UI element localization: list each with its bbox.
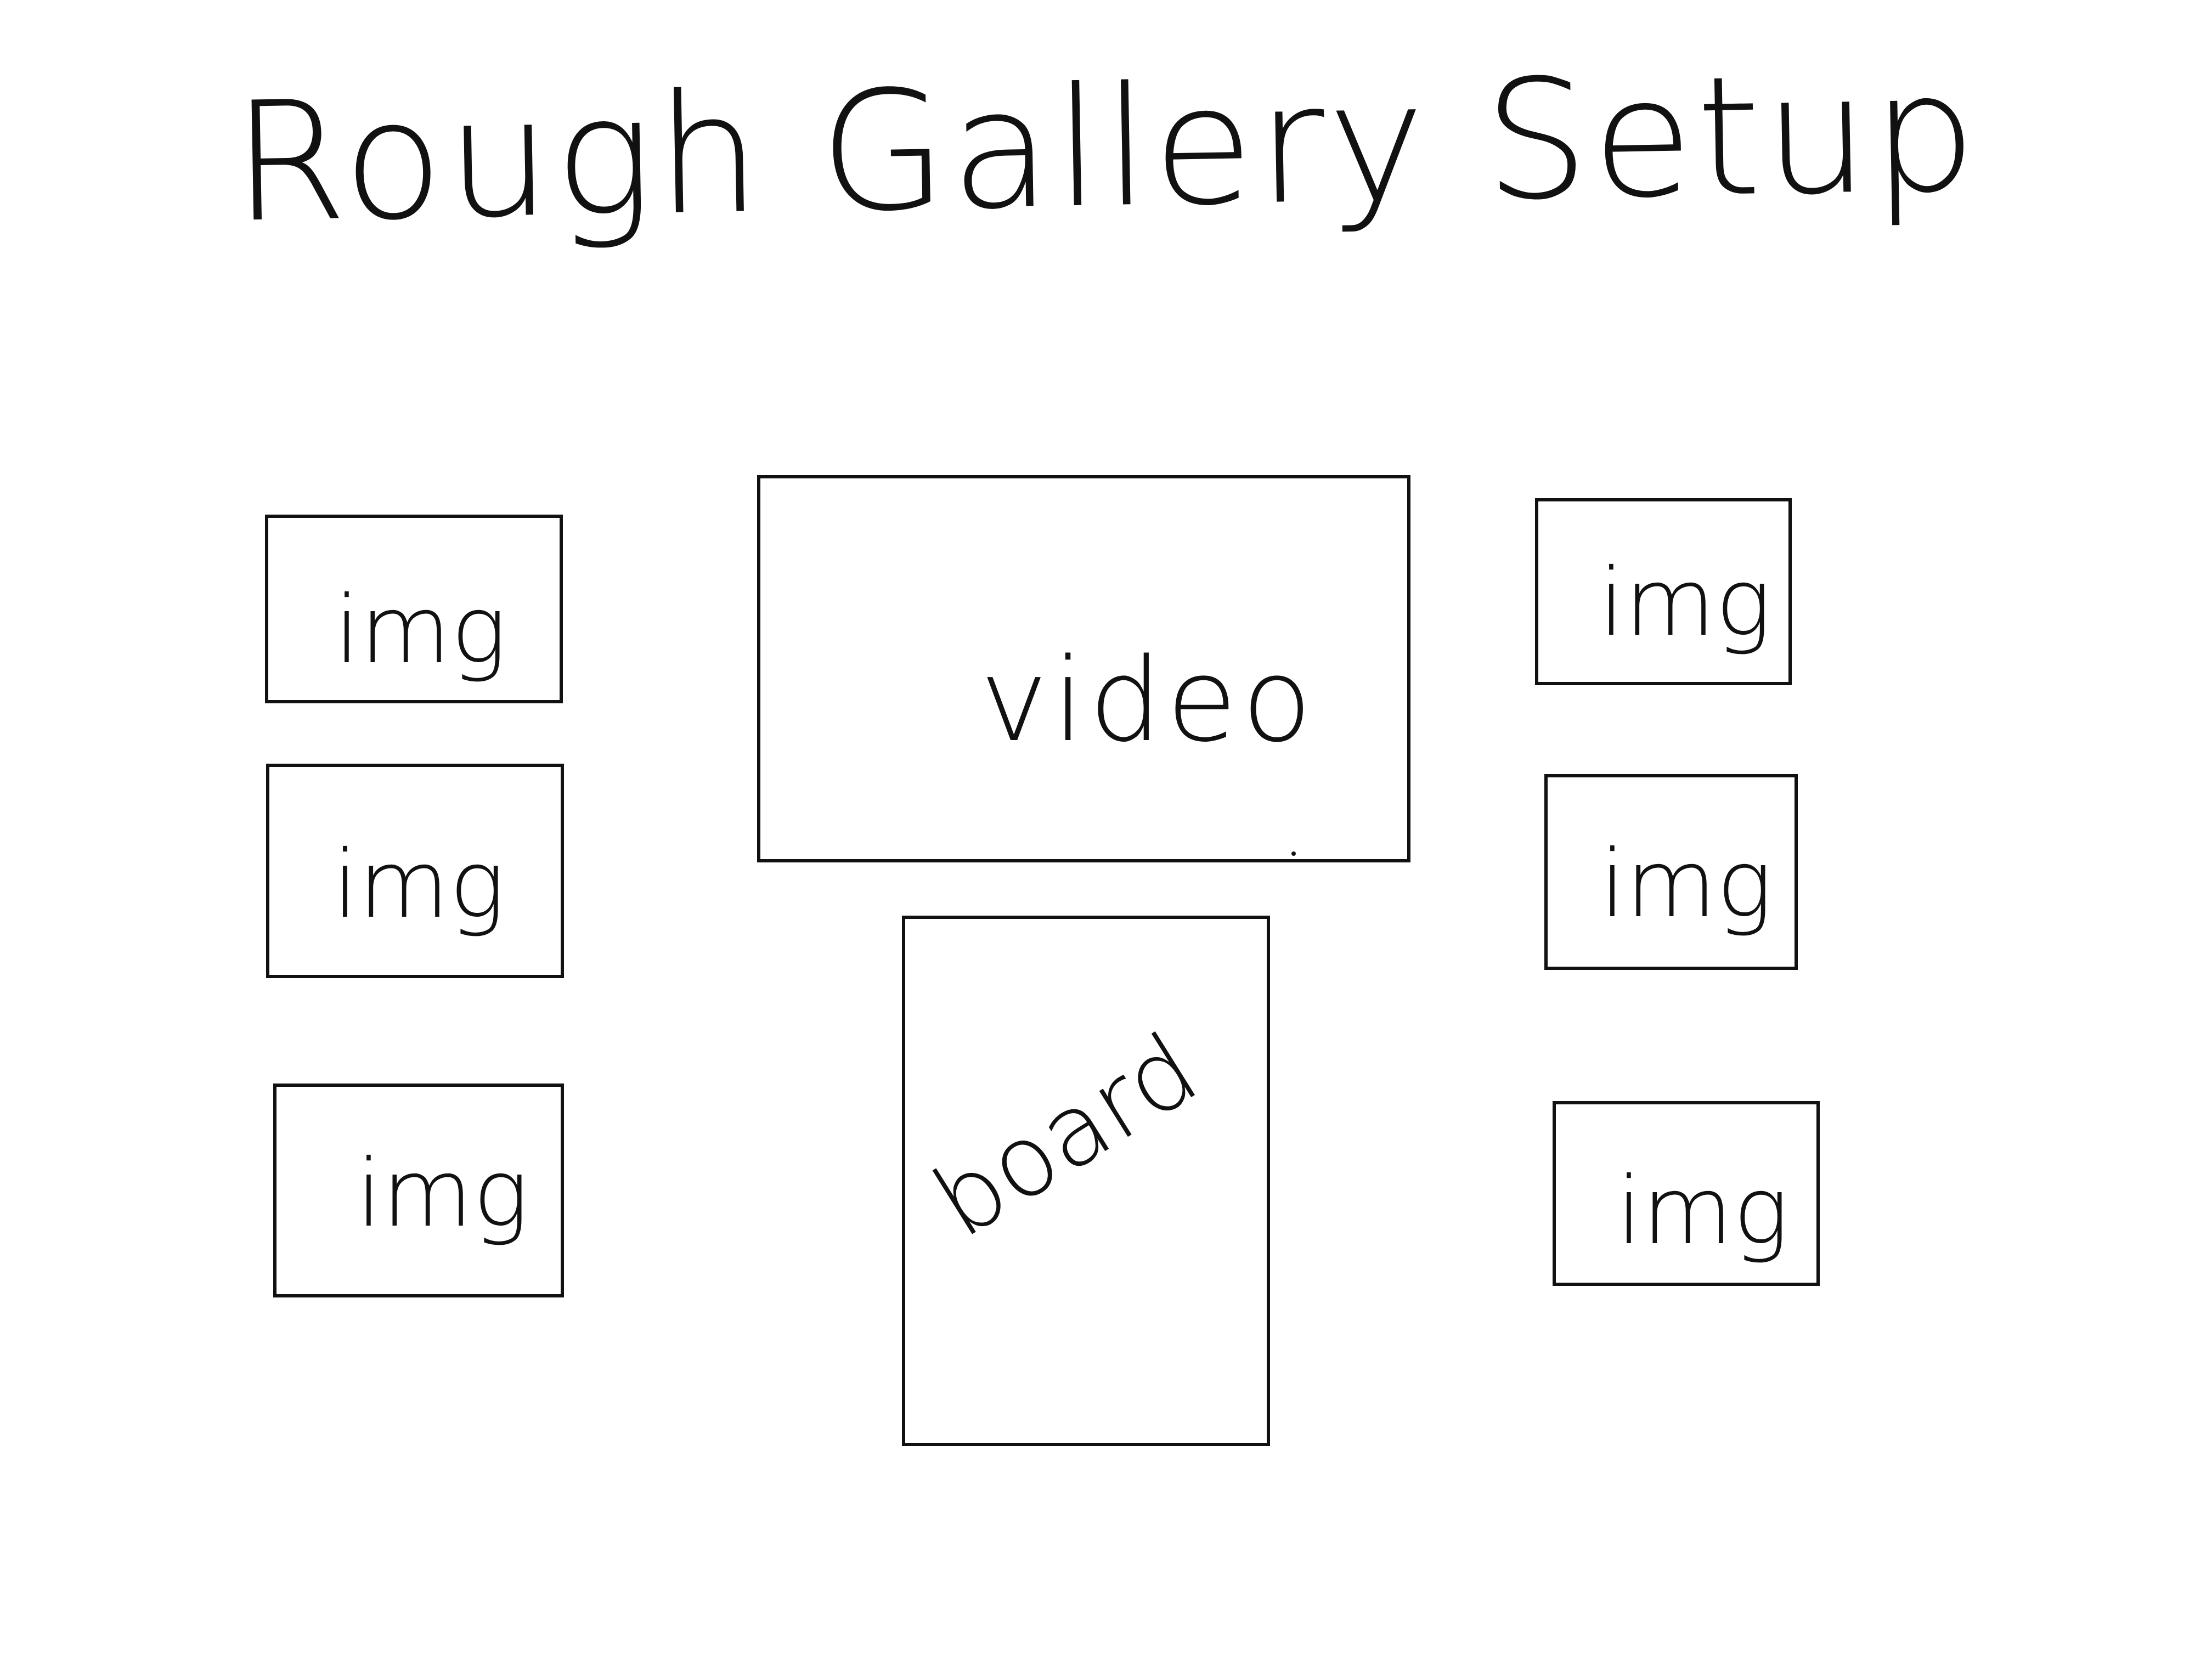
image-placeholder-label: img [1599, 549, 1771, 657]
image-placeholder-right-1: img [1535, 498, 1792, 685]
image-placeholder-right-2: img [1544, 774, 1798, 970]
stray-dot [1291, 851, 1296, 856]
image-placeholder-label: img [1600, 830, 1773, 939]
image-placeholder-label: img [332, 831, 505, 939]
image-placeholder-label: img [1616, 1157, 1789, 1266]
image-placeholder-left-2: img [266, 764, 564, 978]
image-placeholder-left-1: img [265, 515, 563, 703]
video-placeholder: video [757, 475, 1410, 862]
image-placeholder-label: img [356, 1139, 529, 1248]
page-title: Rough Gallery Setup [230, 37, 1982, 259]
board-placeholder: board [902, 916, 1270, 1446]
image-placeholder-right-3: img [1553, 1101, 1820, 1286]
board-placeholder-label: board [914, 1012, 1217, 1260]
image-placeholder-left-3: img [273, 1084, 564, 1297]
image-placeholder-label: img [334, 576, 507, 685]
video-placeholder-label: video [980, 633, 1317, 768]
